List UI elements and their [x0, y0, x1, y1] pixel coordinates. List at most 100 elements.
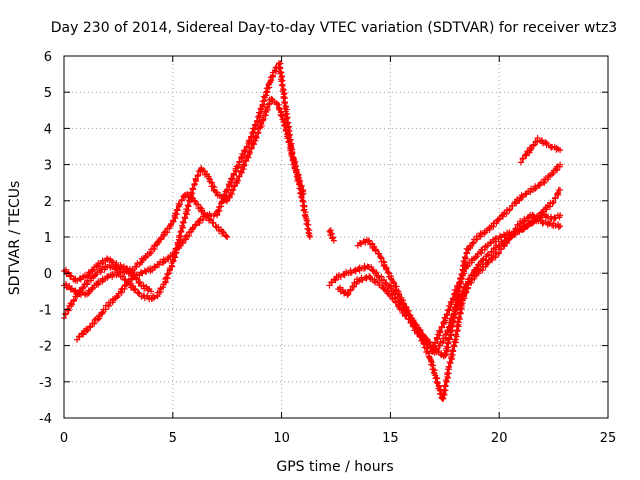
data-point-marker [135, 289, 142, 296]
data-point-marker [137, 278, 144, 285]
data-point-marker [229, 175, 236, 182]
y-tick-label: 0 [44, 267, 52, 282]
data-point-marker [180, 219, 187, 226]
data-point-marker [169, 263, 176, 270]
data-point-marker [297, 183, 304, 190]
data-point-marker [152, 264, 159, 271]
data-point-marker [495, 243, 502, 250]
data-point-marker [243, 143, 250, 150]
data-point-marker [257, 106, 264, 113]
data-point-marker [496, 215, 503, 222]
data-point-marker [80, 330, 87, 337]
data-point-marker [210, 219, 217, 226]
y-tick-label: 3 [44, 159, 52, 174]
data-point-marker [506, 207, 513, 214]
data-point-marker [470, 240, 477, 247]
data-point-marker [306, 234, 313, 240]
data-point-marker [539, 220, 546, 227]
x-tick-label: 25 [600, 431, 617, 446]
data-point-marker [402, 306, 409, 313]
data-point-marker [425, 341, 432, 348]
data-point-marker [328, 279, 335, 286]
data-point-marker [536, 182, 543, 189]
y-tick-label: 6 [44, 50, 52, 65]
data-point-marker [191, 197, 198, 204]
data-point-marker [437, 328, 444, 335]
data-point-marker [443, 311, 450, 318]
data-point-marker [65, 269, 72, 276]
data-point-marker [281, 100, 288, 107]
data-point-marker [500, 231, 507, 238]
data-point-marker [402, 313, 409, 320]
data-point-marker [523, 191, 530, 198]
data-point-marker [436, 327, 443, 334]
data-point-marker [438, 323, 445, 330]
data-point-marker [247, 133, 254, 140]
data-point-marker [380, 263, 387, 270]
data-point-marker [481, 230, 488, 237]
data-point-marker [259, 102, 266, 109]
data-point-marker [215, 224, 222, 231]
y-tick-label: 2 [44, 195, 52, 210]
y-tick-label: 1 [44, 231, 52, 246]
data-point-marker [300, 190, 307, 197]
data-point-marker [234, 162, 241, 169]
data-point-marker [174, 206, 181, 213]
data-point-marker [264, 105, 271, 112]
data-point-marker [542, 139, 549, 146]
data-point-marker [383, 280, 390, 287]
data-point-marker [148, 288, 155, 295]
data-point-marker [179, 222, 186, 229]
data-point-marker [67, 286, 74, 293]
data-point-marker [198, 208, 205, 215]
series-trace [61, 255, 155, 295]
data-point-marker [549, 171, 556, 178]
data-point-marker [189, 185, 196, 192]
data-point-marker [258, 120, 265, 127]
data-point-marker [442, 382, 449, 389]
data-point-marker [185, 202, 192, 209]
data-point-marker [192, 176, 199, 183]
data-point-marker [199, 216, 206, 223]
data-point-marker [175, 200, 182, 207]
data-point-marker [382, 279, 389, 286]
data-point-marker [384, 269, 391, 276]
data-point-marker [486, 252, 493, 259]
data-point-marker [91, 320, 98, 327]
data-point-marker [499, 240, 506, 247]
data-point-marker [67, 300, 74, 307]
data-point-marker [236, 158, 243, 165]
data-point-marker [201, 211, 208, 218]
data-point-marker [253, 117, 260, 124]
data-point-marker [154, 240, 161, 247]
data-point-marker [268, 95, 275, 102]
data-point-marker [68, 272, 75, 279]
data-point-marker [557, 212, 564, 219]
data-point-marker [68, 301, 75, 308]
data-point-marker [215, 207, 222, 214]
data-point-marker [472, 254, 479, 261]
y-tick-label: -4 [39, 412, 52, 427]
data-point-marker [496, 249, 503, 256]
x-tick-label: 0 [60, 431, 68, 446]
data-point-marker [298, 193, 305, 200]
data-point-marker [238, 154, 245, 161]
data-point-marker [448, 299, 455, 306]
data-point-marker [520, 155, 527, 162]
data-point-marker [156, 261, 163, 268]
data-point-marker [557, 161, 564, 168]
data-point-marker [461, 254, 468, 261]
data-point-marker [131, 272, 138, 279]
data-point-marker [329, 234, 336, 241]
data-point-marker [301, 206, 308, 213]
data-point-marker [383, 265, 390, 272]
x-tick-label: 5 [169, 431, 177, 446]
data-point-marker [387, 275, 394, 282]
data-point-marker [76, 333, 83, 340]
data-point-marker [461, 268, 468, 275]
data-point-marker [224, 234, 231, 240]
data-point-marker [136, 290, 143, 297]
data-point-marker [68, 285, 75, 292]
data-point-marker [529, 211, 536, 218]
data-point-marker [178, 196, 185, 203]
